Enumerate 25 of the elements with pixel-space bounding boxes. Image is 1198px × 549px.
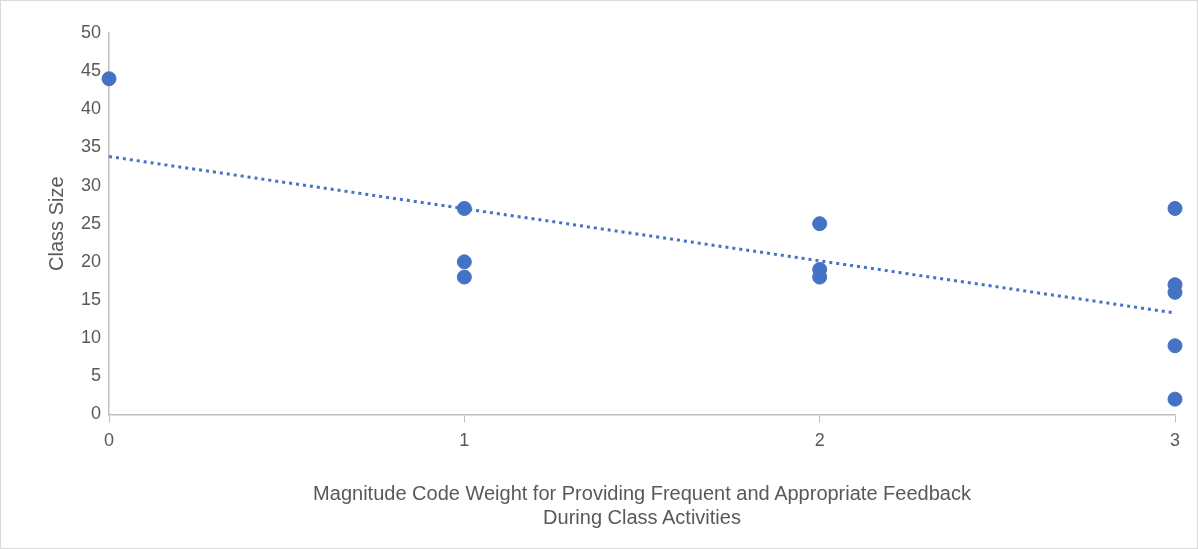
y-tick-label: 5 (91, 365, 102, 386)
y-tick-label: 45 (80, 60, 102, 81)
x-tick-label: 1 (459, 430, 470, 451)
point (1167, 200, 1183, 216)
y-axis-title: Class Size (44, 176, 67, 271)
y-tick-label: 15 (80, 288, 102, 309)
point (456, 254, 472, 270)
y-tick-label: 35 (80, 136, 102, 157)
y-tick-label: 40 (80, 98, 102, 119)
x-tick-label: 3 (1169, 430, 1181, 451)
x-tick-label: 2 (814, 430, 825, 451)
point (1167, 338, 1183, 354)
y-tick-label: 30 (80, 174, 102, 195)
y-tick-label: 25 (80, 212, 102, 233)
point (1167, 391, 1183, 407)
y-tick-label: 0 (91, 403, 102, 424)
point (812, 216, 828, 232)
x-tick-label: 0 (104, 430, 115, 451)
y-tick-label: 50 (80, 21, 102, 42)
point (456, 200, 472, 216)
x-axis-title: Magnitude Code Weight for Providing Frequent and Appropriate Feedback During Class Activities (313, 481, 972, 528)
point (101, 71, 117, 87)
y-tick-label: 20 (80, 250, 102, 271)
point (456, 269, 472, 285)
y-tick-label: 10 (80, 327, 102, 348)
